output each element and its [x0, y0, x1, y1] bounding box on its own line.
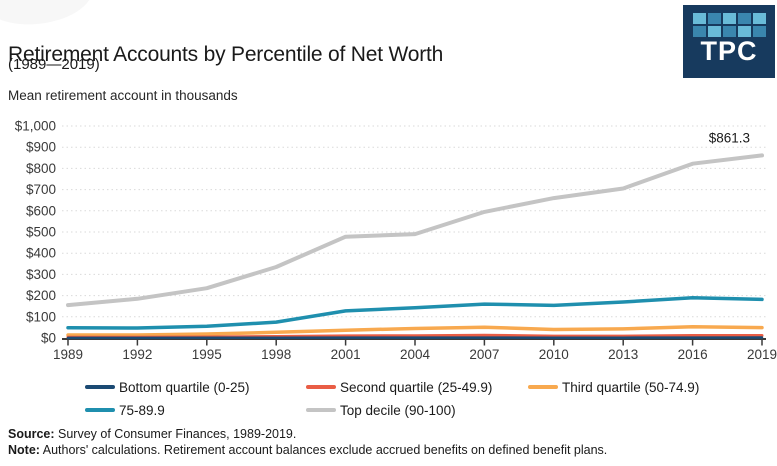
x-axis: 1989 1992 1995 1998 2001 2004 2007 2010 2013 2016… [53, 338, 777, 362]
legend-label: Top decile (90-100) [340, 402, 456, 418]
x-tick-label: 2001 [331, 347, 361, 362]
gridlines [62, 125, 766, 318]
source-text: Survey of Consumer Finances, 1989-2019. [54, 427, 297, 441]
legend-swatch-teal [85, 408, 115, 412]
legend-item-second-quartile: Second quartile (25-49.9) [306, 379, 492, 395]
tpc-logo: TPC [683, 5, 775, 78]
tpc-logo-text: TPC [700, 36, 758, 66]
x-tick-label: 2013 [608, 347, 638, 362]
legend-label: Third quartile (50-74.9) [562, 379, 700, 395]
y-tick-label: $1,000 [15, 119, 56, 134]
x-tick-label: 1995 [192, 347, 222, 362]
y-tick-label: $300 [26, 267, 56, 282]
legend-swatch-gray [306, 408, 336, 412]
note-text: Authors' calculations. Retirement accoun… [39, 443, 608, 457]
chart-subtitle: (1989—2019) [8, 56, 100, 73]
x-tick-label: 1992 [122, 347, 152, 362]
y-tick-label: $500 [26, 225, 56, 240]
legend-label: Second quartile (25-49.9) [340, 379, 493, 395]
logo-square [707, 26, 721, 37]
tpc-logo-squares-icon [692, 13, 766, 37]
series-line-2 [66, 325, 764, 337]
logo-square [752, 13, 766, 24]
logo-square [737, 13, 751, 24]
chart-title: Retirement Accounts by Percentile of Net… [8, 43, 444, 67]
legend-swatch-navy [85, 385, 115, 389]
source-label: Source: [8, 427, 55, 441]
y-tick-label: $600 [26, 203, 56, 218]
y-tick-label: $800 [26, 161, 56, 176]
legend-swatch-orange [528, 385, 558, 389]
x-tick-label: 2004 [400, 347, 431, 362]
series-line-3 [66, 295, 764, 330]
logo-square [722, 26, 736, 37]
series-line-4 [66, 153, 764, 308]
y-axis-title: Mean retirement account in thousands [8, 88, 238, 103]
note-label: Note: [8, 443, 40, 457]
logo-square [752, 26, 766, 37]
series-lines [66, 153, 764, 340]
legend-label: Bottom quartile (0-25) [119, 379, 250, 395]
source-line: Source: Survey of Consumer Finances, 198… [8, 427, 296, 441]
x-tick-label: 1989 [53, 347, 83, 362]
end-value-label: $861.3 [709, 130, 750, 145]
x-tick-label: 2010 [539, 347, 569, 362]
logo-square [692, 13, 706, 24]
y-axis-tick-labels: $0 $100 $200 $300 $400 $500 $600 $700 $800 $900 $1… [15, 119, 56, 346]
logo-square [722, 13, 736, 24]
logo-square [707, 13, 721, 24]
legend-label: 75-89.9 [119, 402, 165, 418]
x-tick-label: 2019 [747, 347, 777, 362]
y-tick-label: $400 [26, 246, 56, 261]
y-tick-label: $700 [26, 182, 56, 197]
y-tick-label: $100 [26, 309, 56, 324]
legend-swatch-red [306, 385, 336, 389]
legend-item-top-decile: Top decile (90-100) [306, 402, 456, 418]
note-line: Note: Authors' calculations. Retirement … [8, 443, 607, 457]
x-tick-label: 2007 [469, 347, 499, 362]
y-tick-label: $200 [26, 288, 56, 303]
legend-item-75-89: 75-89.9 [85, 402, 165, 418]
legend-item-third-quartile: Third quartile (50-74.9) [528, 379, 699, 395]
y-tick-label: $900 [26, 140, 56, 155]
logo-square [692, 26, 706, 37]
y-tick-label: $0 [41, 331, 56, 346]
x-tick-label: 2016 [678, 347, 708, 362]
x-tick-label: 1998 [261, 347, 291, 362]
logo-square [737, 26, 751, 37]
legend-item-bottom-quartile: Bottom quartile (0-25) [85, 379, 250, 395]
